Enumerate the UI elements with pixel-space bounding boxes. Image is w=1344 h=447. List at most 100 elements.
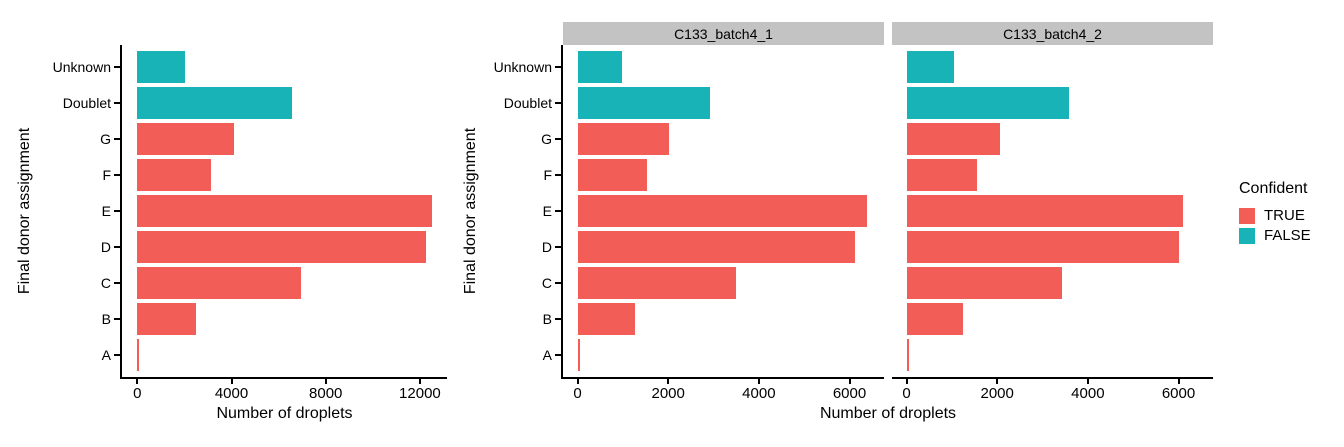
x-tick bbox=[667, 379, 670, 384]
x-tick-label: 2000 bbox=[651, 385, 685, 402]
bar-d bbox=[577, 231, 855, 264]
axis-line-x bbox=[120, 377, 447, 379]
y-tick bbox=[555, 65, 561, 68]
axis-line-x bbox=[892, 377, 1213, 379]
y-tick bbox=[555, 246, 561, 249]
legend-entry-true: TRUE bbox=[1239, 206, 1343, 226]
y-tick bbox=[555, 282, 561, 285]
x-tick-label: 2000 bbox=[980, 385, 1014, 402]
y-tick-label: Doublet bbox=[62, 94, 111, 111]
y-tick bbox=[555, 173, 561, 176]
bar-d bbox=[137, 231, 427, 264]
y-tick-label: B bbox=[542, 311, 552, 328]
y-tick-label: A bbox=[101, 347, 111, 364]
bar-doublet bbox=[137, 86, 292, 119]
axis-line-y bbox=[120, 45, 122, 377]
bar-doublet bbox=[906, 86, 1069, 119]
legend: Confident TRUE FALSE bbox=[1239, 179, 1343, 246]
legend-entry-false: FALSE bbox=[1239, 226, 1343, 246]
y-tick-label: D bbox=[541, 239, 552, 256]
x-tick-label: 0 bbox=[573, 385, 582, 402]
y-tick-label: F bbox=[102, 166, 111, 183]
y-tick-label: Doublet bbox=[503, 94, 552, 111]
y-tick bbox=[555, 318, 561, 321]
y-tick-label: C bbox=[100, 275, 111, 292]
x-tick-label: 4000 bbox=[1071, 385, 1105, 402]
bar-c bbox=[137, 267, 301, 300]
bar-e bbox=[577, 195, 867, 227]
y-tick bbox=[555, 354, 561, 357]
y-tick bbox=[114, 210, 120, 212]
y-tick-label: G bbox=[100, 130, 111, 147]
bar-d bbox=[906, 231, 1180, 264]
x-tick bbox=[324, 379, 327, 384]
bar-b bbox=[577, 303, 636, 336]
y-tick bbox=[114, 354, 120, 357]
y-tick-label: C bbox=[541, 275, 552, 292]
bar-e bbox=[906, 195, 1184, 227]
combined-panel: Unknown Doublet G F E D C B A 0 4000 8000 12000 bbox=[53, 45, 447, 402]
facet-panel-batch1: Unknown Doublet G F E D C B A 0 2000 4000 6000 bbox=[494, 45, 884, 402]
x-tick-label: 6000 bbox=[1161, 385, 1196, 402]
x-tick bbox=[1086, 379, 1089, 384]
facet-strip-batch1: C133_batch4_1 bbox=[563, 22, 884, 45]
y-tick bbox=[114, 246, 120, 249]
y-tick-label: F bbox=[543, 166, 552, 183]
bar-unknown bbox=[137, 50, 186, 83]
bar-e bbox=[137, 195, 432, 227]
bar-unknown bbox=[577, 50, 623, 83]
axis-line-x bbox=[561, 377, 884, 379]
x-tick-label: 4000 bbox=[742, 385, 776, 402]
legend-swatch-false bbox=[1239, 228, 1255, 244]
x-tick bbox=[996, 379, 999, 384]
y-tick bbox=[114, 318, 120, 321]
y-tick-label: A bbox=[542, 347, 552, 364]
x-tick bbox=[136, 379, 139, 384]
bar-b bbox=[137, 303, 197, 336]
facet-panel-batch2: 0 2000 4000 6000 bbox=[892, 45, 1213, 402]
y-tick bbox=[114, 282, 120, 285]
x-tick-label: 6000 bbox=[832, 385, 867, 402]
facet-strip-batch2: C133_batch4_2 bbox=[892, 22, 1213, 45]
x-tick-label: 0 bbox=[133, 385, 142, 402]
bar-c bbox=[906, 267, 1062, 300]
bar-f bbox=[906, 158, 978, 191]
y-tick bbox=[114, 137, 120, 140]
y-tick-label: B bbox=[101, 311, 111, 328]
y-tick bbox=[114, 65, 120, 68]
x-tick bbox=[848, 379, 851, 384]
bar-a bbox=[577, 339, 580, 372]
y-tick bbox=[114, 173, 120, 176]
y-tick bbox=[555, 101, 561, 104]
x-tick bbox=[230, 379, 233, 384]
bar-g bbox=[137, 122, 234, 155]
x-tick bbox=[757, 379, 760, 384]
bar-a bbox=[906, 339, 909, 372]
bar-f bbox=[577, 158, 648, 191]
bar-f bbox=[137, 158, 211, 191]
bar-c bbox=[577, 267, 736, 300]
y-tick-label: Unknown bbox=[52, 58, 111, 75]
bar-unknown bbox=[906, 50, 955, 83]
x-tick bbox=[576, 379, 579, 384]
bar-g bbox=[577, 122, 670, 155]
x-tick bbox=[418, 379, 421, 384]
x-tick-label: 0 bbox=[902, 385, 911, 402]
x-tick bbox=[1177, 379, 1180, 384]
bar-g bbox=[906, 122, 1000, 155]
bar-doublet bbox=[577, 86, 710, 119]
y-tick-label: D bbox=[100, 239, 111, 256]
legend-title: Confident bbox=[1239, 180, 1308, 197]
y-tick-label: E bbox=[101, 203, 111, 219]
x-tick-label: 12000 bbox=[399, 385, 441, 402]
x-tick-label: 8000 bbox=[309, 385, 343, 402]
legend-swatch-true bbox=[1239, 208, 1255, 224]
x-tick-label: 4000 bbox=[214, 385, 249, 402]
bar-b bbox=[906, 303, 964, 336]
x-axis-title-faceted: Number of droplets bbox=[819, 405, 957, 422]
y-tick-label: G bbox=[541, 130, 552, 147]
legend-label: FALSE bbox=[1264, 227, 1311, 244]
bar-a bbox=[137, 339, 140, 372]
legend-label: TRUE bbox=[1264, 207, 1305, 224]
